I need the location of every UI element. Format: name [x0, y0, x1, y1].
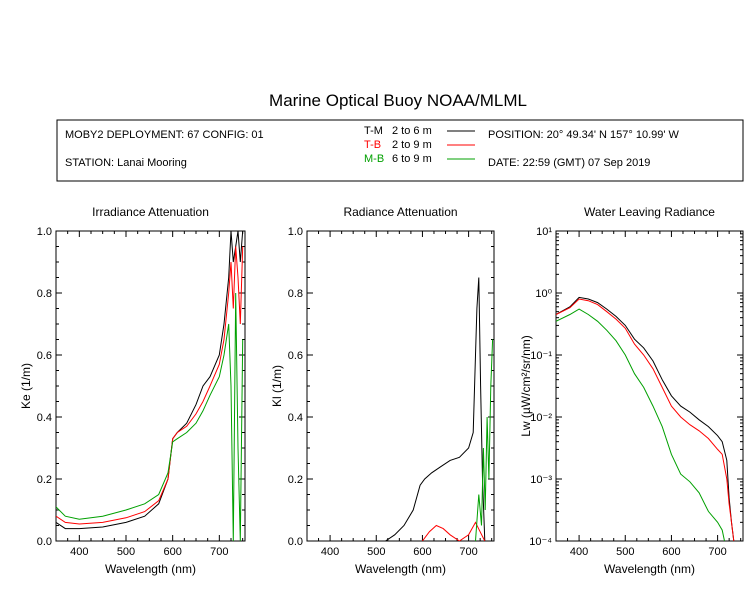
series-line-t-m [56, 231, 244, 530]
series-line-t-b [56, 246, 244, 525]
x-tick-label: 700 [459, 546, 477, 558]
chart-title: Radiance Attenuation [343, 205, 457, 219]
y-tick-label: 1.0 [37, 226, 52, 238]
series-line-t-b [556, 298, 735, 541]
y-tick-label: 0.2 [288, 474, 303, 486]
y-tick-label: 0.8 [37, 288, 52, 300]
series-line-m-b [556, 308, 725, 541]
series-line-t-b [422, 521, 486, 541]
y-tick-label: 0.0 [288, 536, 303, 548]
y-axis-label: Lw (µW/cm²/sr/nm) [519, 335, 533, 437]
legend-code: M-B [364, 153, 384, 165]
series-line-t-m [385, 277, 486, 541]
main-title: Marine Optical Buoy NOAA/MLML [269, 91, 527, 110]
position-text: POSITION: 20° 49.34' N 157° 10.99' W [488, 129, 680, 141]
deployment-text: MOBY2 DEPLOYMENT: 67 CONFIG: 01 [65, 129, 264, 141]
legend-range: 6 to 9 m [392, 153, 432, 165]
y-tick-label: 10⁻¹ [530, 350, 552, 362]
series-group [556, 296, 735, 541]
x-tick-label: 700 [708, 546, 726, 558]
y-tick-label: 1.0 [288, 226, 303, 238]
legend-code: T-B [364, 139, 381, 151]
plot-frame [306, 230, 495, 542]
plot-frame [55, 230, 246, 542]
x-tick-label: 500 [616, 546, 634, 558]
legend: T-M 2 to 6 m T-B 2 to 9 m M-B 6 to 9 m [364, 125, 475, 165]
y-tick-label: 10⁻² [530, 412, 552, 424]
x-tick-label: 700 [210, 546, 228, 558]
legend-range: 2 to 9 m [392, 139, 432, 151]
station-text: STATION: Lanai Mooring [65, 157, 187, 169]
x-tick-label: 400 [321, 546, 339, 558]
plot-frame [555, 230, 744, 542]
series-group [56, 231, 244, 541]
x-tick-label: 600 [163, 546, 181, 558]
x-tick-label: 600 [413, 546, 431, 558]
chart-1: Irradiance Attenuation 400 500 600 700 0.0 0.2… [19, 205, 246, 576]
x-tick-label: 600 [662, 546, 680, 558]
y-tick-label: 10⁻³ [530, 474, 552, 486]
y-axis-label: Kl (1/m) [270, 365, 284, 407]
series-line-m-b [56, 292, 244, 541]
y-tick-label: 10⁰ [535, 288, 552, 300]
y-tick-label: 0.4 [288, 412, 303, 424]
info-box [56, 119, 744, 182]
y-axis-label: Ke (1/m) [19, 363, 33, 409]
x-axis-label: Wavelength (nm) [105, 562, 196, 576]
x-tick-label: 400 [570, 546, 588, 558]
date-text: DATE: 22:59 (GMT) 07 Sep 2019 [488, 157, 650, 169]
legend-code: T-M [364, 125, 383, 137]
y-tick-label: 0.8 [288, 288, 303, 300]
y-tick-label: 0.0 [37, 536, 52, 548]
charts: Irradiance Attenuation 400 500 600 700 0.0 0.2… [19, 205, 744, 576]
y-tick-label: 0.6 [288, 350, 303, 362]
series-line-m-b [475, 339, 494, 541]
y-tick-label: 0.6 [37, 350, 52, 362]
x-tick-label: 400 [70, 546, 88, 558]
y-tick-label: 10⁻⁴ [529, 536, 552, 548]
x-tick-label: 500 [367, 546, 385, 558]
y-tick-label: 10¹ [536, 226, 552, 238]
x-axis-label: Wavelength (nm) [604, 562, 695, 576]
x-tick-label: 500 [117, 546, 135, 558]
chart-3: Water Leaving Radiance 400 500 600 700 10⁻⁴ 10… [519, 205, 744, 576]
y-tick-label: 0.4 [37, 412, 52, 424]
chart-title: Water Leaving Radiance [584, 205, 715, 219]
series-line-t-m [556, 296, 735, 541]
chart-title: Irradiance Attenuation [92, 205, 209, 219]
legend-range: 2 to 6 m [392, 125, 432, 137]
x-axis-label: Wavelength (nm) [355, 562, 446, 576]
series-group [385, 277, 494, 541]
chart-2: Radiance Attenuation 400 500 600 700 0.0 0.2 0.… [270, 205, 495, 576]
y-tick-label: 0.2 [37, 474, 52, 486]
